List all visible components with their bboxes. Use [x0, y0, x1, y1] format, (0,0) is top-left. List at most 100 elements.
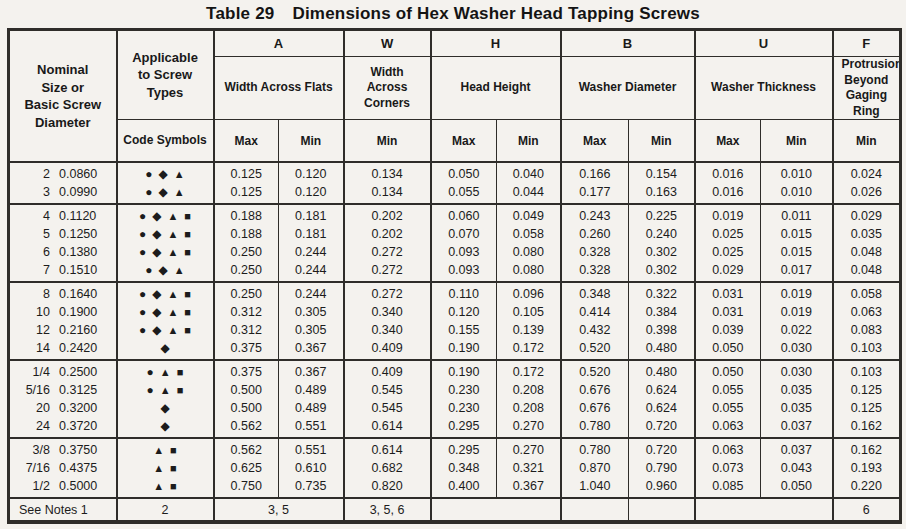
circle-icon: ● — [145, 165, 152, 183]
value-cell: 0.163 — [629, 183, 695, 204]
diamond-icon: ◆ — [152, 225, 161, 243]
value-cell: 0.010 — [761, 162, 833, 183]
nominal-size-cell: 3/8 0.3750 — [9, 438, 117, 459]
nominal-size-value: 1/4 — [10, 363, 50, 381]
scanned-page: Table 29Dimensions of Hex Washer Head Ta… — [0, 0, 906, 524]
circle-icon: ● — [139, 303, 146, 321]
value-cell: 0.614 — [344, 417, 431, 438]
footer-empty-cell — [561, 498, 629, 522]
nominal-size-value: 3/8 — [10, 441, 50, 459]
value-cell: 0.624 — [629, 381, 695, 399]
value-cell: 0.682 — [344, 459, 431, 477]
see-notes-label: See Notes 1 — [9, 498, 117, 522]
circle-icon: ● — [139, 285, 146, 303]
value-cell: 0.321 — [497, 459, 561, 477]
value-cell: 0.022 — [761, 321, 833, 339]
value-cell: 0.016 — [695, 183, 761, 204]
value-cell: 0.480 — [629, 339, 695, 360]
value-cell: 0.551 — [279, 438, 344, 459]
value-cell: 0.409 — [344, 360, 431, 381]
header-desc-width-flats: Width Across Flats — [214, 57, 344, 120]
table-row: 80.1640●◆▲■0.2500.2440.2720.1100.0960.34… — [9, 282, 901, 303]
basic-diameter-value: 0.2420 — [59, 339, 97, 357]
code-symbols-cell: ●▲■ — [117, 360, 214, 381]
value-cell: 0.328 — [561, 243, 629, 261]
value-cell: 0.780 — [561, 417, 629, 438]
value-cell: 0.103 — [833, 360, 901, 381]
row-group: 80.1640●◆▲■0.2500.2440.2720.1100.0960.34… — [9, 282, 901, 360]
value-cell: 0.035 — [833, 225, 901, 243]
square-icon: ■ — [184, 207, 191, 225]
value-cell: 0.328 — [561, 261, 629, 282]
code-symbols-cell: ● ◆ ▲ — [117, 183, 214, 204]
nominal-size-value: 10 — [10, 303, 50, 321]
value-cell: 0.188 — [214, 204, 279, 225]
value-cell: 0.025 — [695, 243, 761, 261]
value-cell: 0.348 — [561, 282, 629, 303]
value-cell: 0.172 — [497, 360, 561, 381]
diamond-icon: ◆ — [152, 207, 161, 225]
header-desc-washer-thickness: Washer Thickness — [695, 57, 833, 120]
basic-diameter-value: 0.1380 — [59, 243, 97, 261]
value-cell: 0.202 — [344, 225, 431, 243]
value-cell: 0.375 — [214, 339, 279, 360]
header-desc-washer-diameter: Washer Diameter — [561, 57, 695, 120]
diamond-icon: ◆ — [152, 303, 161, 321]
code-symbols-cell: ●◆▲■ — [117, 204, 214, 225]
value-cell: 0.500 — [214, 399, 279, 417]
square-icon: ■ — [177, 363, 184, 381]
nominal-size-cell: 120.2160 — [9, 321, 117, 339]
header-u-max: Max — [695, 120, 761, 163]
value-cell: 0.270 — [497, 438, 561, 459]
basic-diameter-value: 0.4375 — [59, 459, 97, 477]
value-cell: 0.272 — [344, 282, 431, 303]
value-cell: 0.260 — [561, 225, 629, 243]
value-cell: 0.093 — [431, 261, 497, 282]
value-cell: 0.037 — [761, 417, 833, 438]
value-cell: 0.105 — [497, 303, 561, 321]
value-cell: 0.676 — [561, 399, 629, 417]
nominal-size-value: 20 — [10, 399, 50, 417]
square-icon: ■ — [184, 321, 191, 339]
value-cell: 0.625 — [214, 459, 279, 477]
value-cell: 0.039 — [695, 321, 761, 339]
table-row: 7/160.4375▲■0.6250.6100.6820.3480.3210.8… — [9, 459, 901, 477]
value-cell: 0.120 — [279, 162, 344, 183]
basic-diameter-value: 0.3750 — [59, 441, 97, 459]
value-cell: 0.545 — [344, 381, 431, 399]
header-h-max: Max — [431, 120, 497, 163]
code-symbols-cell: ◆ — [117, 339, 214, 360]
circle-icon: ● — [145, 183, 152, 201]
value-cell: 0.015 — [761, 225, 833, 243]
value-cell: 0.048 — [833, 261, 901, 282]
table-row: 120.2160●◆▲■0.3120.3050.3400.1550.1390.4… — [9, 321, 901, 339]
value-cell: 0.188 — [214, 225, 279, 243]
diamond-icon: ◆ — [159, 183, 168, 201]
value-cell: 0.551 — [279, 417, 344, 438]
table-title: Table 29Dimensions of Hex Washer Head Ta… — [7, 4, 899, 24]
value-cell: 0.190 — [431, 360, 497, 381]
nominal-size-cell: 7/160.4375 — [9, 459, 117, 477]
nominal-size-cell: 140.2420 — [9, 339, 117, 360]
nominal-size-cell: 1/40.2500 — [9, 360, 117, 381]
square-icon: ■ — [184, 303, 191, 321]
circle-icon: ● — [139, 225, 146, 243]
value-cell: 0.050 — [761, 477, 833, 498]
triangle-icon: ▲ — [174, 183, 185, 201]
basic-diameter-value: 0.1120 — [59, 207, 96, 225]
value-cell: 0.134 — [344, 183, 431, 204]
value-cell: 0.302 — [629, 261, 695, 282]
header-desc-head-height: Head Height — [431, 57, 561, 120]
square-icon: ■ — [177, 381, 184, 399]
header-h-min: Min — [497, 120, 561, 163]
value-cell: 0.295 — [431, 417, 497, 438]
value-cell: 0.025 — [695, 225, 761, 243]
basic-diameter-value: 0.3125 — [59, 381, 97, 399]
nominal-size-cell: 1/20.5000 — [9, 477, 117, 498]
code-symbols-cell: ●◆▲■ — [117, 303, 214, 321]
code-symbols-cell: ◆ — [117, 417, 214, 438]
value-cell: 0.610 — [279, 459, 344, 477]
diamond-icon: ◆ — [152, 285, 161, 303]
basic-diameter-value: 0.1640 — [59, 285, 97, 303]
value-cell: 0.520 — [561, 360, 629, 381]
